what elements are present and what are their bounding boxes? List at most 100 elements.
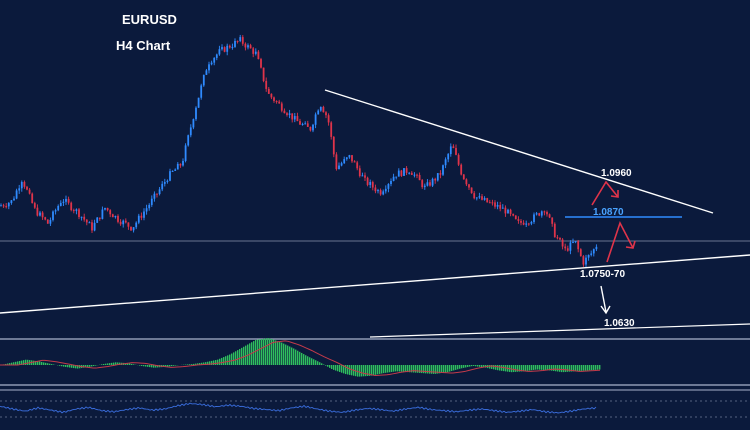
macd-bar bbox=[257, 339, 259, 365]
macd-bar bbox=[241, 347, 243, 365]
macd-bar bbox=[305, 355, 307, 365]
candle bbox=[535, 211, 538, 216]
macd-bar bbox=[377, 365, 379, 375]
macd-bar bbox=[375, 365, 377, 375]
candle bbox=[369, 179, 372, 189]
macd-bar bbox=[23, 360, 25, 365]
candle bbox=[314, 112, 317, 129]
macd-bar bbox=[133, 364, 135, 365]
candle bbox=[187, 134, 190, 147]
candle bbox=[244, 42, 247, 51]
candle bbox=[400, 169, 403, 177]
macd-bar bbox=[299, 351, 301, 365]
candle bbox=[278, 99, 281, 104]
candle bbox=[327, 113, 330, 126]
macd-bar bbox=[207, 361, 209, 365]
macd-bar bbox=[89, 365, 91, 367]
candle bbox=[379, 188, 382, 196]
candle bbox=[119, 219, 122, 226]
macd-bar bbox=[125, 363, 127, 365]
macd-bar bbox=[33, 360, 35, 365]
macd-bar bbox=[273, 339, 275, 365]
candle bbox=[54, 208, 57, 215]
macd-bar bbox=[419, 365, 421, 373]
chart-title: EURUSD bbox=[122, 12, 177, 27]
candle bbox=[423, 183, 426, 190]
candle bbox=[33, 201, 36, 209]
candle bbox=[455, 144, 457, 156]
macd-bar bbox=[171, 365, 173, 367]
candle bbox=[533, 212, 535, 224]
candle bbox=[205, 68, 208, 76]
macd-bar bbox=[129, 363, 131, 365]
macd-bar bbox=[295, 349, 297, 365]
candle bbox=[582, 255, 585, 267]
macd-bar bbox=[367, 365, 369, 377]
candle bbox=[447, 152, 450, 163]
macd-bar bbox=[439, 365, 441, 374]
arrow-up-icon bbox=[591, 180, 619, 206]
candle bbox=[49, 217, 52, 226]
candle bbox=[85, 219, 88, 226]
candle bbox=[101, 206, 104, 220]
trendlines-layer bbox=[0, 89, 750, 338]
candle bbox=[293, 112, 296, 123]
candle bbox=[522, 220, 525, 226]
candle bbox=[587, 254, 590, 261]
macd-bar bbox=[41, 361, 43, 365]
candle bbox=[75, 208, 78, 215]
macd-bar bbox=[575, 365, 577, 372]
candle bbox=[270, 93, 273, 100]
candle bbox=[91, 219, 93, 233]
macd-bar bbox=[271, 339, 273, 365]
macd-bar bbox=[541, 365, 543, 370]
annotation-1.0960: 1.0960 bbox=[601, 168, 632, 179]
macd-bar bbox=[287, 345, 289, 365]
macd-bar bbox=[155, 365, 157, 368]
candle bbox=[176, 162, 179, 170]
candle bbox=[202, 74, 205, 87]
candle bbox=[374, 184, 377, 194]
candle bbox=[449, 143, 452, 157]
macd-bar bbox=[27, 359, 29, 365]
candle bbox=[340, 161, 343, 167]
macd-bar bbox=[517, 365, 519, 372]
candle bbox=[460, 163, 463, 176]
candle bbox=[143, 208, 145, 221]
macd-bar bbox=[447, 365, 449, 373]
macd-bar bbox=[283, 343, 285, 365]
candle bbox=[301, 122, 304, 126]
candle bbox=[457, 153, 460, 167]
macd-bar bbox=[75, 365, 77, 369]
candle bbox=[96, 216, 99, 223]
candle bbox=[247, 43, 249, 50]
macd-bar bbox=[339, 365, 341, 372]
macd-bar bbox=[145, 365, 147, 367]
candle bbox=[426, 179, 429, 187]
macd-bar bbox=[189, 364, 191, 365]
candle bbox=[332, 136, 335, 158]
macd-bar bbox=[11, 362, 13, 365]
macd-bar bbox=[281, 342, 283, 365]
macd-bar bbox=[67, 365, 69, 368]
macd-bar bbox=[173, 365, 175, 366]
candle bbox=[353, 160, 356, 163]
candle bbox=[98, 217, 101, 221]
candle bbox=[156, 193, 158, 198]
candle bbox=[559, 237, 561, 241]
candle bbox=[319, 106, 322, 112]
macd-bar bbox=[373, 365, 375, 376]
macd-bar bbox=[225, 356, 227, 365]
macd-bar bbox=[469, 365, 471, 367]
macd-bar bbox=[563, 365, 565, 373]
candle bbox=[210, 60, 213, 66]
candle bbox=[189, 124, 192, 138]
macd-bar bbox=[151, 365, 153, 368]
macd-bar bbox=[573, 365, 575, 372]
macd-bar bbox=[311, 358, 313, 365]
candle bbox=[569, 240, 572, 255]
macd-bar bbox=[285, 344, 287, 365]
annotation-1.0750-70: 1.0750-70 bbox=[580, 269, 626, 280]
macd-bar bbox=[445, 365, 447, 373]
candle bbox=[23, 180, 26, 189]
